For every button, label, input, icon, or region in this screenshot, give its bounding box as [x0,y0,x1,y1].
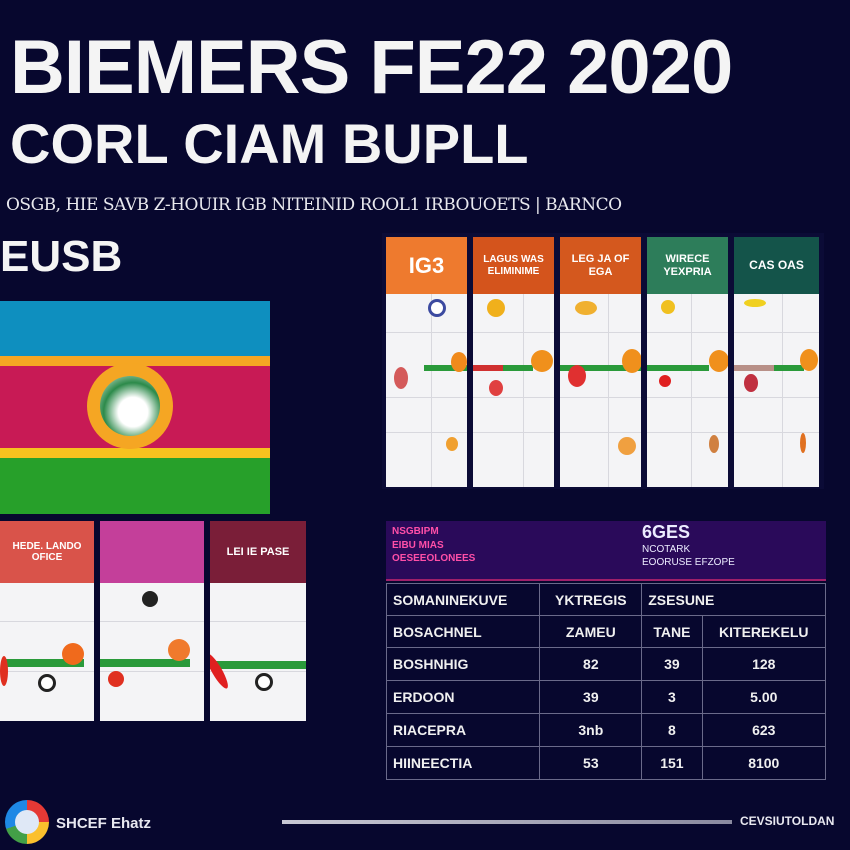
marker-icon [622,349,641,373]
marker-icon [0,656,8,686]
stats-header-left: NSGBIPM EIBU MIAS OESEEOLONEES [392,526,476,564]
flag-band-bottom [0,458,270,514]
marker-icon [618,437,636,455]
marker-icon [62,643,84,665]
marker-icon [394,367,408,389]
stats-table: SOMANINEKUVE YKTREGIS ZSESUNE BOSACHNEL … [385,583,827,780]
timeline-column[interactable]: LAGUS WAS ELIMINIME [473,237,554,487]
page-tagline: OSGB, HIE SAVB Z-HOUIR IGB NITEINID ROOL… [6,195,622,215]
marker-icon [487,299,505,317]
table-row[interactable]: ERDOON 39 3 5.00 [385,680,827,714]
flag-band-top [0,301,270,356]
marker-icon [800,349,818,371]
marker-icon [744,374,758,392]
page-subtitle-heading: CORL CIAM BUPLL [10,112,529,175]
column-title: LEI IE PASE [210,521,306,583]
footer-divider [282,820,732,824]
marker-icon [168,639,190,661]
marker-icon [142,591,158,607]
footer-brand: SHCEF Ehatz [56,815,152,832]
brand-logo-icon [5,800,49,844]
column-title: LEG JA OF EGA [560,237,641,294]
timeline-column[interactable]: WIRECE YEXPRIA [647,237,728,487]
flag-stripe [0,448,270,458]
column-title: LAGUS WAS ELIMINIME [473,237,554,294]
table-header-row: SOMANINEKUVE YKTREGIS ZSESUNE [385,583,826,616]
page-title: BIEMERS FE22 2020 [10,25,733,110]
marker-icon [661,300,675,314]
footer-text: CEVSIUTOLDAN [740,814,835,828]
column-title [100,521,204,583]
globe-emblem-icon [87,363,173,449]
flag-stripe [0,356,270,366]
column-title: WIRECE YEXPRIA [647,237,728,294]
table-row[interactable]: BOSHNHIG 82 39 128 [385,647,827,681]
marker-icon [709,350,728,372]
marker-icon [659,375,671,387]
marker-icon [489,380,503,396]
marker-icon [255,673,273,691]
event-column[interactable]: LEI IE PASE [210,521,306,721]
column-title: HEDE. LANDO OFICE [0,521,94,583]
event-column[interactable]: HEDE. LANDO OFICE [0,521,94,721]
marker-icon [38,674,56,692]
section-label: EUSB [0,232,123,281]
stats-header-right: 6GES NCOTARK EOORUSE EFZOPE [642,522,735,568]
marker-icon [428,299,446,317]
column-title: IG3 [386,237,467,294]
marker-icon [744,299,766,307]
timeline-column[interactable]: IG3 [386,237,467,487]
marker-icon [446,437,458,451]
timeline-column[interactable]: CAS OAS [734,237,819,487]
table-row[interactable]: HIINEECTIA 53 151 8100 [385,746,827,780]
table-row[interactable]: RIACEPRA 3nb 8 623 [385,713,827,747]
marker-icon [451,352,467,372]
timeline-column[interactable]: LEG JA OF EGA [560,237,641,487]
marker-icon [709,435,719,453]
marker-icon [800,433,806,453]
stats-table-header: NSGBIPM EIBU MIAS OESEEOLONEES 6GES NCOT… [386,521,826,581]
marker-icon [531,350,553,372]
marker-icon [575,301,597,315]
table-subheader-row: BOSACHNEL ZAMEU TANE KITEREKELU [385,615,827,648]
marker-icon [108,671,124,687]
column-title: CAS OAS [734,237,819,294]
marker-icon [568,365,586,387]
event-column[interactable] [100,521,204,721]
